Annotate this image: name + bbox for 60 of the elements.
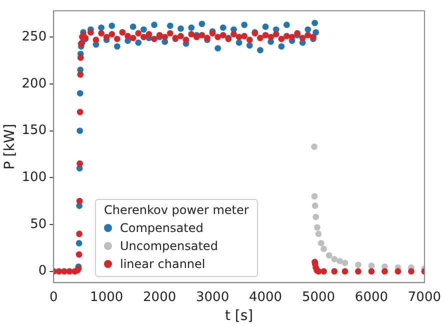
point xyxy=(262,24,269,30)
point xyxy=(320,246,327,252)
point xyxy=(140,26,147,33)
point xyxy=(241,22,248,28)
point xyxy=(151,22,158,28)
point xyxy=(220,24,226,31)
y-tick-label: 0 xyxy=(38,264,47,279)
point xyxy=(312,202,318,209)
x-tick-label: 5000 xyxy=(302,290,336,305)
point xyxy=(135,39,142,46)
point xyxy=(318,240,324,246)
y-tick-label: 250 xyxy=(22,29,47,44)
x-tick-label: 3000 xyxy=(196,290,230,305)
point xyxy=(76,240,82,246)
point xyxy=(284,22,290,28)
point xyxy=(314,224,320,231)
point xyxy=(312,29,320,36)
point xyxy=(342,260,348,266)
y-tick-label: 50 xyxy=(30,216,47,232)
y-tick-label: 100 xyxy=(22,170,47,186)
point xyxy=(178,25,184,32)
y-axis-title: P [kW] xyxy=(2,124,18,170)
point xyxy=(246,42,253,49)
point xyxy=(76,128,84,134)
x-axis-title: t [s] xyxy=(224,308,254,324)
point xyxy=(114,43,120,50)
point xyxy=(312,20,318,26)
x-tick-label: 7000 xyxy=(408,290,442,305)
point xyxy=(198,20,206,28)
point xyxy=(214,45,222,52)
point xyxy=(311,144,318,150)
point xyxy=(331,256,338,262)
point xyxy=(336,258,343,264)
point xyxy=(315,230,322,238)
legend-label: Uncompensated xyxy=(120,238,218,255)
legend-label: linear channel xyxy=(120,256,206,273)
point xyxy=(236,39,242,46)
legend-label: Compensated xyxy=(120,220,204,237)
point xyxy=(76,90,84,96)
point xyxy=(130,24,136,30)
y-tick-label: 200 xyxy=(22,76,47,92)
x-tick-label: 4000 xyxy=(248,290,282,305)
y-tick-label: 150 xyxy=(22,123,47,138)
x-tick-label: 0 xyxy=(49,290,58,305)
point xyxy=(98,24,104,31)
point xyxy=(304,26,312,33)
x-tick-label: 2000 xyxy=(143,290,176,305)
point xyxy=(312,214,320,220)
point xyxy=(257,46,264,54)
point xyxy=(108,22,116,29)
point xyxy=(278,43,285,50)
point xyxy=(368,262,375,269)
legend-title: Cherenkov power meter xyxy=(104,203,249,217)
point xyxy=(188,24,195,31)
point xyxy=(326,252,332,259)
x-tick-label: 1000 xyxy=(90,290,124,305)
point xyxy=(355,262,362,268)
point xyxy=(166,22,174,29)
point xyxy=(311,193,318,200)
x-tick-label: 6000 xyxy=(354,290,388,305)
